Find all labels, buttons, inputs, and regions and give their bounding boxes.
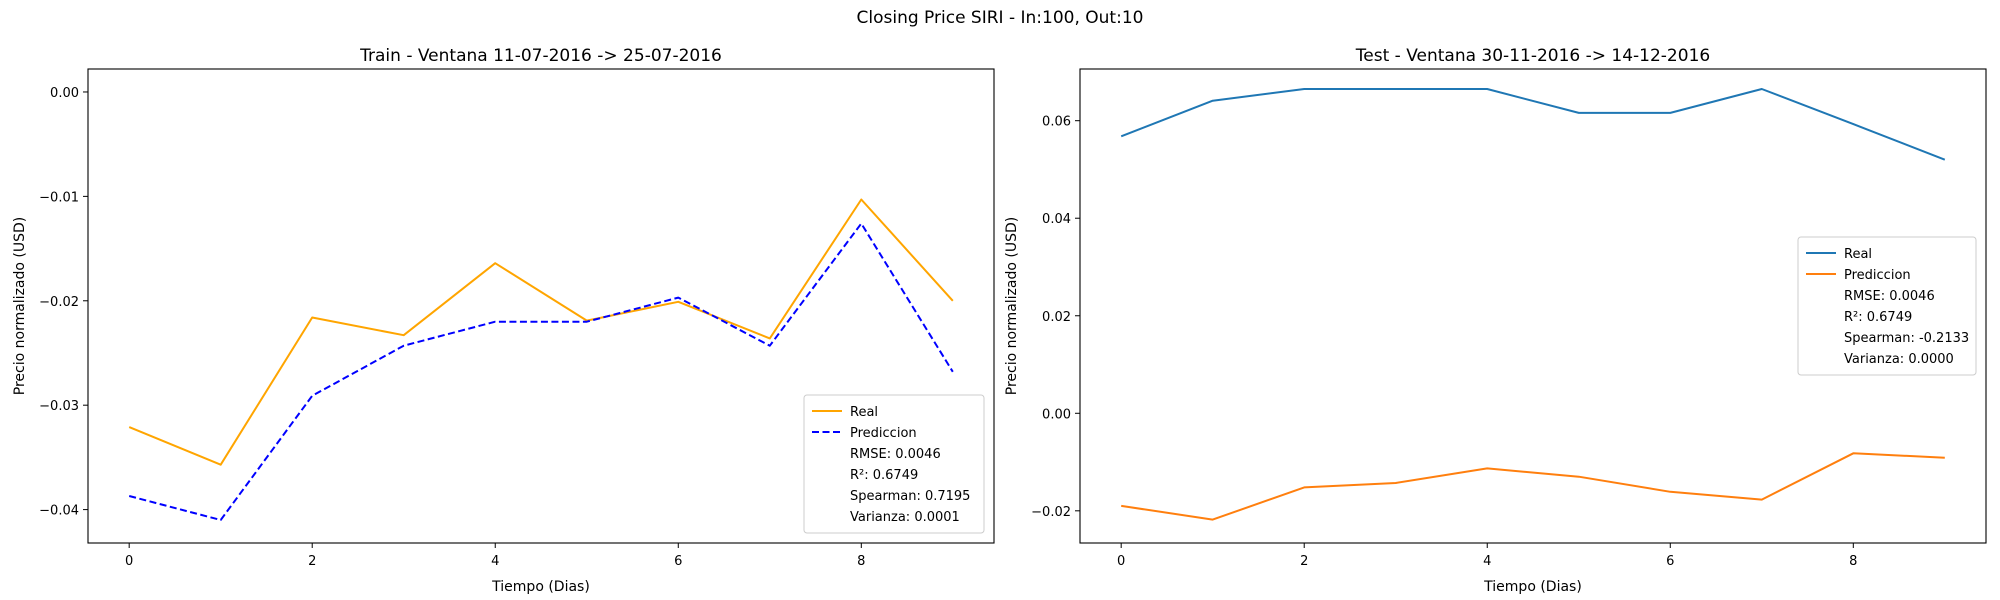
y-tick-label: −0.02 bbox=[1031, 505, 1071, 520]
x-tick-label: 8 bbox=[1849, 554, 1857, 569]
x-tick-label: 4 bbox=[1483, 554, 1491, 569]
x-tick-label: 0 bbox=[1117, 554, 1125, 569]
x-tick-label: 0 bbox=[125, 554, 133, 569]
y-tick-label: −0.04 bbox=[39, 504, 79, 519]
legend-label: Real bbox=[1844, 247, 1872, 262]
x-tick-label: 4 bbox=[491, 554, 499, 569]
series-line-1 bbox=[1121, 452, 1945, 521]
y-tick-label: 0.00 bbox=[1042, 407, 1071, 422]
chart-title: Test - Ventana 30-11-2016 -> 14-12-2016 bbox=[1355, 46, 1710, 66]
x-tick-label: 8 bbox=[857, 554, 865, 569]
legend-box bbox=[1797, 236, 1977, 376]
legend-metric: RMSE: 0.0046 bbox=[850, 447, 941, 462]
y-tick-label: 0.04 bbox=[1042, 212, 1071, 227]
series-line-0 bbox=[1120, 88, 1946, 161]
legend-metric: Spearman: 0.7195 bbox=[850, 489, 970, 504]
chart-title: Train - Ventana 11-07-2016 -> 25-07-2016 bbox=[359, 46, 722, 66]
x-tick-label: 2 bbox=[1300, 554, 1308, 569]
legend-label: Prediccion bbox=[1844, 268, 1911, 283]
y-tick-label: 0.02 bbox=[1042, 310, 1071, 325]
y-tick-label: 0.00 bbox=[50, 86, 79, 101]
x-tick-label: 6 bbox=[674, 554, 682, 569]
y-tick-label: 0.06 bbox=[1042, 115, 1071, 130]
legend-box bbox=[803, 394, 985, 534]
y-tick-label: −0.01 bbox=[39, 190, 79, 205]
legend-metric: R²: 0.6749 bbox=[850, 468, 918, 483]
plot-frame bbox=[87, 68, 995, 544]
plot-frame bbox=[1079, 68, 1987, 544]
chart-panel-0: Train - Ventana 11-07-2016 -> 25-07-2016… bbox=[12, 46, 995, 595]
legend: Real Prediccion RMSE: 0.0046 R²: 0.6749 Spea… bbox=[1797, 236, 1977, 376]
legend: Real Prediccion RMSE: 0.0046 R²: 0.6749 Spea… bbox=[803, 394, 985, 534]
x-tick-label: 6 bbox=[1666, 554, 1674, 569]
legend-label: Prediccion bbox=[850, 426, 917, 441]
x-tick-label: 2 bbox=[308, 554, 316, 569]
y-axis-label: Precio normalizado (USD) bbox=[12, 217, 28, 395]
x-axis-label: Tiempo (Dias) bbox=[1483, 579, 1582, 595]
series-line-1 bbox=[128, 222, 954, 521]
legend-metric: Spearman: -0.2133 bbox=[1844, 331, 1969, 346]
legend-metric: Varianza: 0.0001 bbox=[850, 510, 960, 525]
x-axis-label: Tiempo (Dias) bbox=[491, 579, 590, 595]
legend-metric: RMSE: 0.0046 bbox=[1844, 289, 1935, 304]
series-line-0 bbox=[128, 198, 954, 466]
chart-panel-1: Test - Ventana 30-11-2016 -> 14-12-2016 0… bbox=[1004, 46, 1987, 595]
y-tick-label: −0.03 bbox=[39, 399, 79, 414]
y-tick-label: −0.02 bbox=[39, 295, 79, 310]
legend-label: Real bbox=[850, 405, 878, 420]
figure-title: Closing Price SIRI - In:100, Out:10 bbox=[856, 8, 1144, 28]
y-axis-label: Precio normalizado (USD) bbox=[1004, 217, 1020, 395]
legend-metric: R²: 0.6749 bbox=[1844, 310, 1912, 325]
legend-metric: Varianza: 0.0000 bbox=[1844, 352, 1954, 367]
